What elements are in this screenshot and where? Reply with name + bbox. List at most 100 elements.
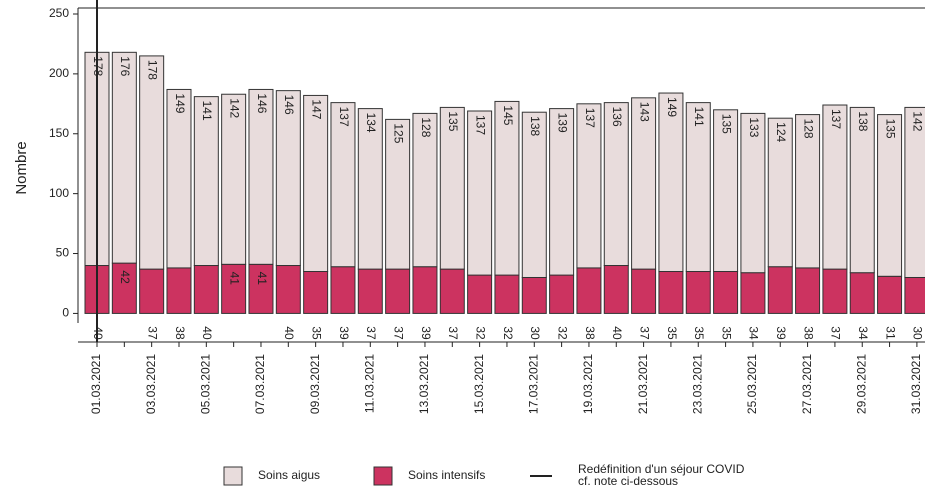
bar-segment (713, 109, 739, 272)
value-label: 40 (200, 326, 214, 340)
value-label: 37 (391, 326, 405, 340)
bar-segment (166, 267, 192, 314)
bar-segment (275, 265, 301, 314)
value-label: 142 (227, 98, 241, 118)
x-tick-label: 11.03.2021 (362, 354, 376, 413)
value-label: 37 (145, 326, 159, 340)
y-tick-label: 100 (49, 186, 69, 200)
value-label: 32 (555, 326, 569, 340)
value-label: 37 (829, 326, 843, 340)
x-tick-label: 31.03.2021 (909, 354, 923, 414)
value-label: 141 (200, 101, 214, 121)
bar-segment (330, 266, 356, 314)
bar-segment (658, 92, 684, 272)
value-label: 38 (173, 326, 187, 340)
value-label: 40 (282, 326, 296, 340)
x-tick-label: 05.03.2021 (198, 354, 212, 414)
bar-segment (467, 110, 493, 276)
x-tick-label: 29.03.2021 (854, 354, 868, 414)
legend-label: Soins intensifs (408, 468, 485, 482)
bar-segment (877, 275, 903, 314)
bar-segment (494, 100, 520, 276)
value-label: 146 (255, 93, 269, 113)
bar-segment (166, 88, 192, 269)
bar-segment (303, 270, 329, 314)
value-label: 39 (337, 326, 351, 340)
x-tick-label: 27.03.2021 (800, 354, 814, 414)
value-label: 142 (911, 111, 925, 131)
value-label: 128 (419, 117, 433, 137)
bar-segment (603, 265, 629, 314)
x-tick-label: 25.03.2021 (745, 354, 759, 414)
value-label: 37 (364, 326, 378, 340)
bar-segment (111, 51, 137, 264)
legend-label: Soins aigus (258, 468, 320, 482)
bar-segment (603, 102, 629, 267)
bar-segment (248, 263, 274, 314)
bar-segment (330, 102, 356, 268)
value-label: 35 (665, 326, 679, 340)
bar-segment (139, 55, 165, 270)
value-label: 35 (719, 326, 733, 340)
x-tick-label: 03.03.2021 (144, 354, 158, 414)
bar-segment (221, 93, 247, 265)
bar-segment (904, 106, 925, 278)
value-label: 30 (911, 326, 925, 340)
x-tick-label: 09.03.2021 (308, 354, 322, 414)
x-tick-label: 23.03.2021 (690, 354, 704, 414)
bar-segment (439, 268, 465, 314)
x-tick-label: 07.03.2021 (253, 354, 267, 414)
value-label: 128 (801, 119, 815, 139)
value-label: 37 (446, 326, 460, 340)
value-label: 135 (719, 114, 733, 134)
bar-segment (357, 108, 383, 270)
bar-segment (111, 262, 137, 314)
bar-segment (549, 108, 575, 276)
value-label: 42 (118, 270, 132, 284)
value-label: 149 (665, 97, 679, 117)
bar-segment (139, 268, 165, 314)
value-label: 41 (227, 272, 241, 286)
bar-segment (494, 274, 520, 314)
x-tick-label: 19.03.2021 (581, 354, 595, 414)
value-label: 124 (774, 122, 788, 142)
bar-segment (685, 270, 711, 314)
value-label: 35 (692, 326, 706, 340)
bar-segment (740, 112, 766, 274)
value-label: 38 (801, 326, 815, 340)
bar-segment (521, 111, 547, 278)
bar-segment (795, 114, 821, 269)
value-label: 37 (637, 326, 651, 340)
value-label: 41 (255, 272, 269, 286)
value-label: 135 (883, 119, 897, 139)
bar-segment (849, 106, 875, 274)
value-label: 31 (883, 326, 897, 340)
bar-segment (658, 270, 684, 314)
x-tick-label: 17.03.2021 (526, 354, 540, 414)
value-label: 32 (501, 326, 515, 340)
value-label: 136 (610, 107, 624, 127)
bar-segment (631, 97, 657, 270)
bar-segment (193, 265, 219, 314)
bar-segment (549, 274, 575, 314)
bar-segment (877, 114, 903, 277)
bar-segment (767, 266, 793, 314)
value-label: 137 (473, 115, 487, 135)
legend-swatch (373, 466, 393, 486)
y-tick-label: 150 (49, 126, 69, 140)
value-label: 39 (774, 326, 788, 340)
bar-segment (357, 268, 383, 314)
value-label: 38 (583, 326, 597, 340)
value-label: 137 (583, 108, 597, 128)
bar-segment (767, 117, 793, 268)
value-label: 149 (173, 93, 187, 113)
bar-segment (521, 276, 547, 314)
value-label: 145 (501, 105, 515, 125)
x-tick-label: 21.03.2021 (636, 354, 650, 414)
bar-segment (576, 267, 602, 314)
value-label: 134 (364, 113, 378, 133)
value-label: 30 (528, 326, 542, 340)
value-label: 32 (473, 326, 487, 340)
bar-segment (631, 268, 657, 314)
